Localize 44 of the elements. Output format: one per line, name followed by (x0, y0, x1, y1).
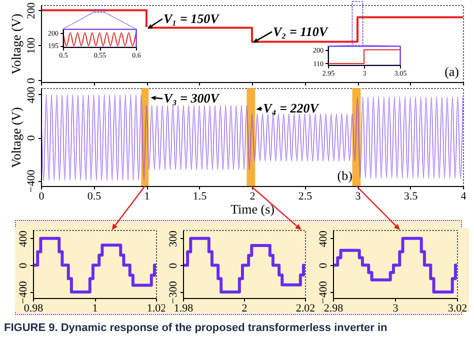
x-tick-label: 4 (460, 190, 467, 202)
y-tick-label: 0 (168, 262, 180, 268)
x-tick-label: 3.02 (448, 302, 468, 314)
x-tick-label: 2.98 (324, 302, 344, 314)
annotation: V₃ = 300V (164, 90, 220, 106)
x-tick-label: 2.5 (298, 190, 313, 202)
line-series (41, 94, 463, 181)
y-tick-label: 0 (26, 78, 38, 84)
x-tick-label: 1 (144, 190, 150, 202)
x-tick-label: 3 (355, 190, 362, 202)
y-tick-label: 0 (318, 262, 330, 268)
annotation: (a) (444, 64, 459, 79)
y-tick-label: 400 (18, 230, 30, 248)
y-tick-label: 200 (26, 2, 38, 19)
x-tick-label: 0.98 (24, 302, 44, 314)
y-tick-label: 100 (26, 37, 38, 54)
x-axis-title: Time (s) (230, 202, 274, 216)
annotation: V₂ = 110V (273, 24, 329, 39)
y-tick-label: 400 (318, 230, 330, 248)
x-tick-label: 1.02 (146, 302, 166, 314)
x-tick-label: 2 (242, 302, 248, 314)
y-tick-label: 0 (26, 134, 38, 141)
x-tick-label: 2 (250, 190, 256, 202)
x-tick-label: 0.5 (87, 190, 102, 202)
annotation: V₄ = 220V (263, 100, 320, 116)
y-axis-title: Voltage (V) (8, 14, 24, 74)
annotation: (b) (337, 168, 352, 183)
x-tick-label: 2.02 (296, 302, 316, 314)
y-tick-label: −300 (168, 280, 180, 304)
annotation: V₁ = 150V (164, 10, 220, 26)
x-tick-label: 1.98 (174, 302, 194, 314)
y-tick-label: 400 (26, 86, 38, 104)
y-axis-title: Voltage (V) (8, 107, 24, 168)
x-tick-label: 1 (92, 302, 98, 314)
x-tick-label: 1.5 (192, 190, 208, 202)
caption: FIGURE 9. Dynamic response of the proposed transformerless inverter in (4, 322, 388, 334)
x-tick-label: 0 (38, 190, 45, 202)
y-tick-label: −400 (318, 280, 330, 304)
x-tick-label: 3 (392, 302, 399, 314)
y-tick-label: −400 (18, 280, 30, 304)
y-tick-label: 0 (18, 262, 30, 268)
x-tick-label: 3.5 (404, 190, 418, 202)
y-tick-label: 300 (168, 230, 180, 248)
y-tick-label: −400 (26, 169, 38, 192)
